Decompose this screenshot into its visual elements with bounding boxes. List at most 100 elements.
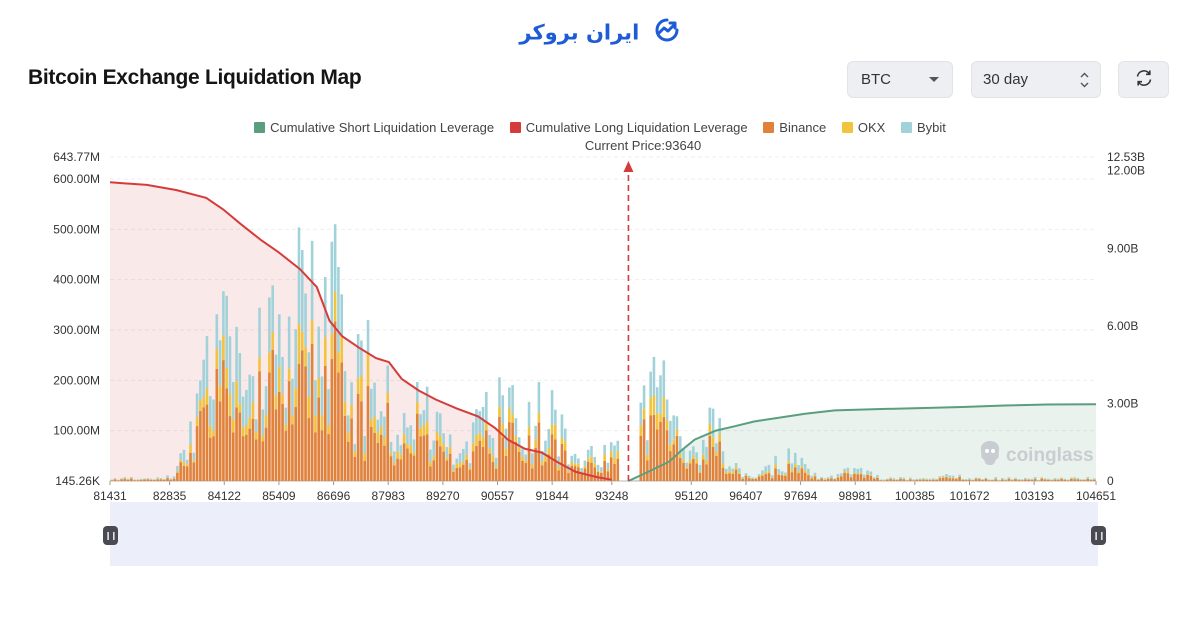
bar-okx bbox=[991, 479, 994, 481]
legend-item-bybit[interactable]: Bybit bbox=[900, 120, 946, 135]
bar-binance bbox=[1053, 479, 1057, 481]
bar-bybit bbox=[126, 478, 130, 480]
bar-bybit bbox=[734, 463, 738, 467]
bar-okx bbox=[849, 476, 853, 478]
period-select[interactable]: 30 day bbox=[971, 61, 1101, 98]
bar-binance bbox=[333, 321, 337, 481]
bar-binance bbox=[754, 478, 758, 481]
bar-binance bbox=[711, 446, 715, 481]
bar-binance bbox=[895, 479, 899, 481]
bar-okx bbox=[208, 425, 212, 438]
bar-binance bbox=[192, 462, 196, 481]
bar-bybit bbox=[425, 386, 429, 422]
bar-bybit bbox=[245, 389, 248, 425]
bar-binance bbox=[642, 419, 646, 481]
bar-bybit bbox=[491, 437, 495, 456]
bar-bybit bbox=[770, 475, 774, 478]
bar-okx bbox=[642, 408, 646, 420]
bar-okx bbox=[1056, 479, 1060, 480]
bar-bybit bbox=[1004, 479, 1007, 481]
bar-binance bbox=[606, 471, 610, 481]
bar-bybit bbox=[780, 471, 784, 475]
bar-okx bbox=[291, 415, 294, 425]
bar-binance bbox=[406, 448, 409, 481]
bar-okx bbox=[389, 452, 393, 457]
zoom-handle-right[interactable]: ❙❙ bbox=[1091, 526, 1106, 545]
bar-binance bbox=[228, 416, 232, 481]
x-tick-label: 90557 bbox=[481, 489, 515, 503]
bar-bybit bbox=[264, 386, 268, 415]
bar-bybit bbox=[1070, 477, 1073, 479]
bar-okx bbox=[116, 480, 120, 481]
bar-okx bbox=[376, 432, 380, 443]
zoom-handle-left[interactable]: ❙❙ bbox=[103, 526, 118, 545]
refresh-button[interactable] bbox=[1118, 61, 1169, 98]
bar-binance bbox=[922, 479, 925, 481]
bar-bybit bbox=[389, 441, 393, 453]
bar-binance bbox=[199, 410, 202, 481]
bar-okx bbox=[586, 458, 590, 462]
brand-name: ایران بروکر bbox=[519, 20, 640, 45]
bar-bybit bbox=[468, 463, 472, 468]
legend-item-binance[interactable]: Binance bbox=[763, 120, 826, 135]
bar-binance bbox=[800, 468, 804, 481]
bar-binance bbox=[491, 461, 495, 481]
bar-okx bbox=[652, 394, 656, 415]
bar-bybit bbox=[784, 472, 787, 475]
y-left-tick-label: 500.00M bbox=[53, 222, 100, 236]
bar-binance bbox=[258, 371, 261, 481]
legend-item-short[interactable]: Cumulative Short Liquidation Leverage bbox=[254, 120, 494, 135]
bar-binance bbox=[715, 455, 718, 481]
bar-bybit bbox=[642, 385, 646, 409]
bar-binance bbox=[540, 465, 544, 481]
bar-okx bbox=[715, 451, 718, 456]
bar-bybit bbox=[481, 406, 485, 437]
bar-binance bbox=[369, 426, 373, 481]
bar-bybit bbox=[968, 478, 971, 480]
bar-binance bbox=[471, 451, 475, 481]
bar-bybit bbox=[971, 479, 975, 481]
legend-item-long[interactable]: Cumulative Long Liquidation Leverage bbox=[509, 120, 748, 135]
bar-bybit bbox=[1014, 477, 1017, 479]
bar-bybit bbox=[945, 474, 948, 477]
bar-binance bbox=[396, 458, 399, 481]
legend-item-okx[interactable]: OKX bbox=[841, 120, 885, 135]
bar-binance bbox=[1063, 479, 1067, 481]
bar-bybit bbox=[540, 450, 544, 462]
y-left-tick-label: 200.00M bbox=[53, 373, 100, 387]
bar-bybit bbox=[195, 393, 199, 418]
bar-bybit bbox=[156, 477, 159, 479]
bar-okx bbox=[179, 459, 182, 463]
coin-select[interactable]: BTC bbox=[847, 61, 953, 98]
bar-okx bbox=[646, 454, 649, 461]
bar-bybit bbox=[1079, 479, 1083, 480]
bar-bybit bbox=[409, 425, 413, 446]
bar-bybit bbox=[554, 409, 557, 425]
bar-binance bbox=[770, 478, 774, 481]
bar-binance bbox=[692, 458, 695, 481]
bar-okx bbox=[997, 480, 1001, 481]
bar-binance bbox=[899, 478, 902, 481]
bar-binance bbox=[508, 422, 511, 481]
bar-bybit bbox=[300, 249, 304, 332]
bar-bybit bbox=[1030, 478, 1034, 480]
zoom-slider[interactable] bbox=[110, 502, 1098, 566]
bar-binance bbox=[517, 451, 521, 481]
bar-okx bbox=[185, 464, 189, 467]
bar-okx bbox=[314, 415, 317, 433]
bar-bybit bbox=[731, 468, 735, 472]
bar-okx bbox=[603, 454, 606, 461]
bar-binance bbox=[843, 473, 846, 481]
bar-okx bbox=[120, 478, 123, 480]
bar-okx bbox=[833, 478, 837, 480]
bar-bybit bbox=[153, 479, 156, 480]
bar-okx bbox=[649, 397, 652, 416]
bar-binance bbox=[659, 421, 662, 481]
bar-bybit bbox=[872, 477, 876, 479]
bar-binance bbox=[557, 470, 560, 481]
bar-binance bbox=[882, 480, 886, 481]
bar-okx bbox=[340, 334, 344, 363]
bar-okx bbox=[1047, 479, 1050, 480]
y-left-tick-label: 145.26K bbox=[55, 474, 100, 488]
bar-binance bbox=[149, 479, 153, 481]
